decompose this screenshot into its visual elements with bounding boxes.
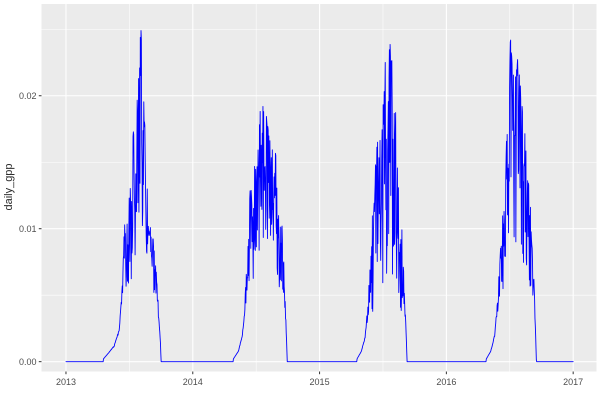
x-tick-label: 2014 <box>183 377 203 387</box>
plot-panel <box>41 4 597 372</box>
x-tick-label: 2013 <box>56 377 76 387</box>
y-tick-label: 0.00 <box>19 357 37 367</box>
y-tick-label: 0.02 <box>19 91 37 101</box>
x-tick-label: 2017 <box>563 377 583 387</box>
x-tick-label: 2016 <box>436 377 456 387</box>
gpp-line <box>65 30 574 363</box>
y-tick-label: 0.01 <box>19 224 37 234</box>
x-tick-label: 2015 <box>310 377 330 387</box>
